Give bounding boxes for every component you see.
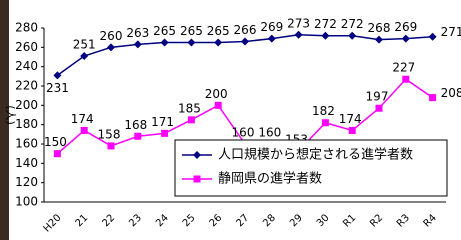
data-label: 271 [441, 25, 461, 39]
data-label: 168 [124, 118, 147, 132]
data-label: 269 [394, 20, 417, 34]
legend-label: 人口規模から想定される進学者数 [218, 147, 413, 163]
x-tick-label: 23 [127, 212, 144, 229]
square-marker [161, 130, 168, 137]
data-label: 182 [312, 104, 335, 118]
x-tick-label: H20 [42, 212, 64, 234]
x-tick-label: 27 [234, 212, 251, 229]
square-marker [108, 142, 115, 149]
y-tick-label: 240 [15, 59, 38, 73]
data-label: 265 [153, 24, 176, 38]
diamond-marker [429, 33, 437, 41]
data-label: 268 [368, 21, 391, 35]
data-label: 251 [73, 38, 96, 52]
data-label: 272 [341, 17, 364, 31]
y-tick-label: 120 [15, 175, 38, 189]
data-label: 272 [314, 17, 337, 31]
y-tick-label: 200 [15, 98, 38, 112]
y-tick-label: 140 [15, 156, 38, 170]
diamond-marker [214, 39, 222, 47]
y-tick-label: 260 [15, 40, 38, 54]
data-label: 160 [258, 126, 281, 140]
data-label: 174 [339, 112, 362, 126]
data-label: 269 [260, 20, 283, 34]
square-marker [349, 127, 356, 134]
diamond-marker [134, 40, 142, 48]
data-label: 197 [366, 90, 389, 104]
square-marker [402, 76, 409, 83]
x-tick-label: 25 [181, 212, 198, 229]
x-tick-label: 29 [288, 212, 305, 229]
data-label: 231 [46, 81, 69, 95]
diamond-marker [161, 39, 169, 47]
diamond-marker [295, 31, 303, 39]
y-tick-label: 220 [15, 79, 38, 93]
diamond-marker [348, 32, 356, 40]
legend-marker [194, 176, 201, 183]
data-label: 185 [178, 101, 201, 115]
data-label: 273 [287, 16, 310, 30]
diamond-marker [375, 36, 383, 44]
x-tick-label: 24 [154, 212, 171, 229]
x-tick-label: 26 [208, 212, 225, 229]
data-label: 174 [71, 112, 94, 126]
data-label: 160 [232, 126, 255, 140]
data-label: 200 [205, 87, 228, 101]
diamond-marker [241, 38, 249, 46]
y-tick-label: 180 [15, 117, 38, 131]
square-marker [54, 150, 61, 157]
data-label: 265 [207, 24, 230, 38]
data-label: 208 [441, 86, 461, 100]
square-marker [215, 102, 222, 109]
data-label: 265 [180, 24, 203, 38]
chart: (人) 100120140160180200220240260280H20212… [0, 0, 461, 240]
data-label: 263 [126, 26, 149, 40]
square-marker [81, 127, 88, 134]
diamond-marker [402, 35, 410, 43]
x-tick-label: R1 [341, 212, 358, 229]
y-tick-label: 100 [15, 195, 38, 209]
y-tick-label: 280 [15, 21, 38, 35]
data-label: 260 [100, 29, 123, 43]
diamond-marker [187, 39, 195, 47]
square-marker [134, 133, 141, 140]
data-label: 227 [392, 61, 415, 75]
square-marker [376, 105, 383, 112]
x-tick-label: R3 [395, 212, 412, 229]
data-label: 266 [234, 23, 257, 37]
legend-label: 静岡県の進学者数 [218, 171, 322, 187]
diamond-marker [321, 32, 329, 40]
square-marker [429, 94, 436, 101]
data-label: 150 [44, 135, 67, 149]
diamond-marker [107, 43, 115, 51]
x-tick-label: 30 [315, 212, 332, 229]
x-tick-label: 21 [74, 212, 91, 229]
y-tick-label: 160 [15, 137, 38, 151]
square-marker [322, 119, 329, 126]
x-tick-label: R4 [422, 212, 439, 229]
x-tick-label: 22 [100, 212, 117, 229]
x-tick-label: 28 [261, 212, 278, 229]
data-label: 158 [98, 127, 121, 141]
square-marker [188, 116, 195, 123]
x-tick-label: R2 [368, 212, 385, 229]
diamond-marker [268, 35, 276, 43]
data-label: 171 [151, 115, 174, 129]
